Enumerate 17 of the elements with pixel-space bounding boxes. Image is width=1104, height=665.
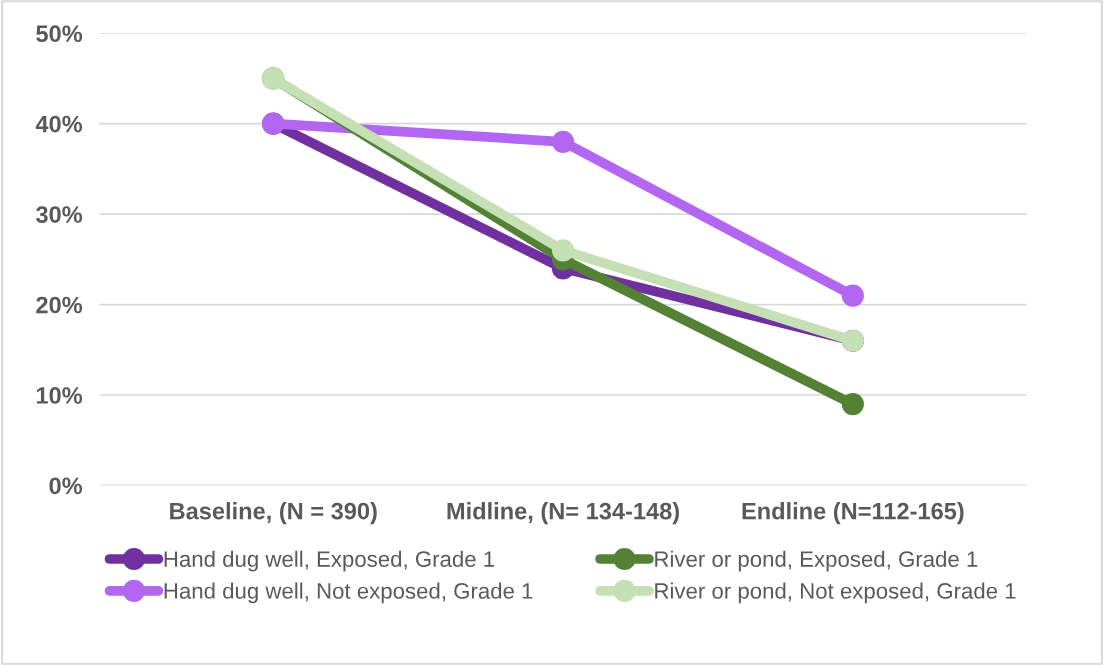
point	[841, 392, 864, 416]
point	[551, 130, 575, 153]
y-tick-label: 40%	[35, 115, 83, 133]
x-tick-label: Baseline, (N = 390)	[170, 502, 377, 525]
point	[551, 239, 575, 262]
legend-label: River or pond, Exposed, Grade 1	[655, 550, 978, 572]
y-tick-label: 30%	[35, 206, 83, 223]
y-tick-label: 0%	[49, 477, 83, 495]
y-tick-label: 20%	[36, 296, 83, 314]
y-tick-label: 10%	[36, 387, 83, 404]
point	[841, 284, 864, 307]
y-tick-label: 50%	[36, 25, 83, 43]
x-tick-label: Midline, (N= 134-148)	[447, 502, 679, 525]
legend-label: River or pond, Not exposed, Grade 1	[655, 582, 1016, 604]
legend-label: Hand dug well, Exposed, Grade 1	[164, 550, 495, 572]
legend-label: Hand dug well, Not exposed, Grade 1	[164, 582, 533, 604]
x-tick-label: Endline (N=112-165)	[742, 502, 964, 525]
